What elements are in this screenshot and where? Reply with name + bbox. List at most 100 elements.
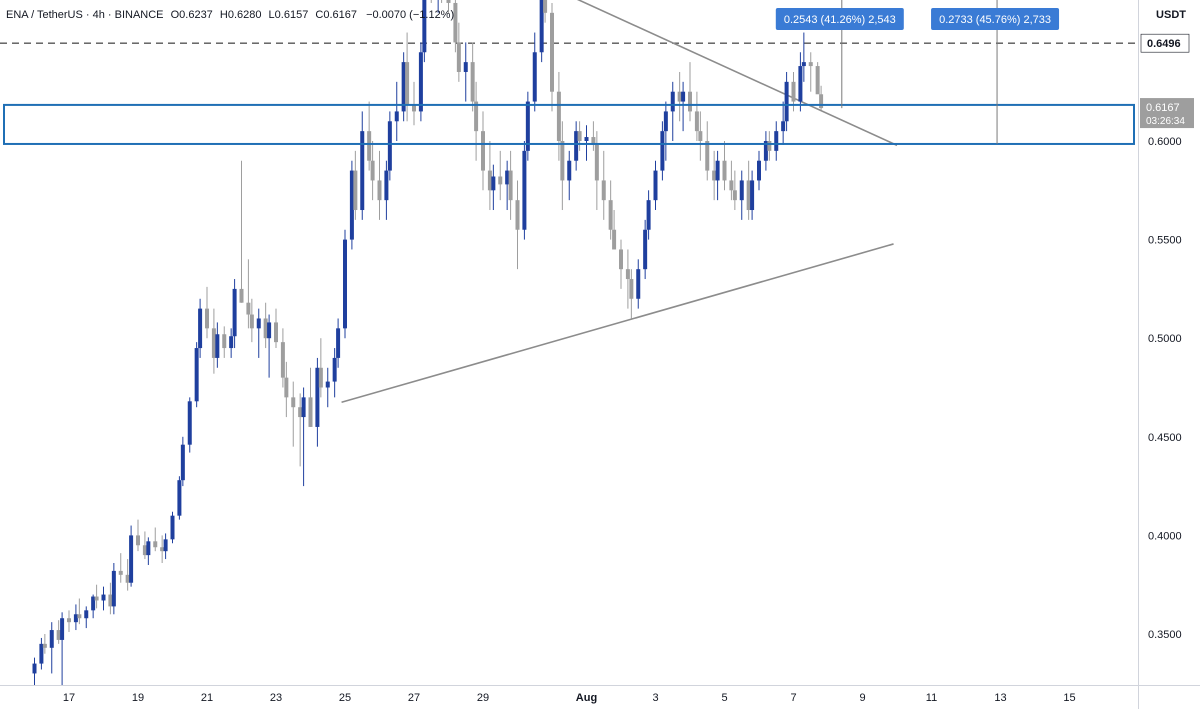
candle-body — [125, 574, 130, 583]
candle — [670, 81, 675, 141]
candle-body — [522, 150, 527, 230]
candle — [612, 210, 617, 250]
candle-body — [84, 610, 89, 619]
candle — [643, 219, 648, 280]
candle-body — [481, 131, 485, 171]
candle — [646, 190, 651, 240]
candle-body — [470, 62, 475, 102]
candle — [318, 338, 323, 398]
candle — [774, 121, 779, 161]
candle — [750, 170, 755, 220]
candle — [505, 160, 510, 211]
candle — [729, 160, 734, 201]
candle — [746, 160, 751, 220]
candle — [291, 381, 296, 447]
symbol-info[interactable]: ENA / TetherUS · 4h · BINANCE — [6, 9, 164, 21]
candle-body — [508, 170, 513, 201]
close-value: 0.6167 — [323, 9, 357, 21]
candle — [732, 170, 737, 211]
candle-body — [705, 141, 710, 171]
candle — [625, 249, 630, 309]
candle — [532, 32, 537, 112]
candle — [437, 0, 439, 13]
candle — [160, 535, 165, 564]
candle — [232, 279, 237, 349]
candle-body — [32, 663, 37, 674]
candle-body — [474, 101, 479, 132]
plot-area — [0, 0, 1138, 685]
current-price-tag: 0.6167 03:26:34 — [1140, 98, 1194, 129]
candle — [349, 160, 354, 250]
time-tick-label: 13 — [994, 692, 1006, 704]
candle — [163, 533, 168, 560]
candle — [522, 141, 527, 240]
candle-body — [308, 397, 313, 427]
trendline[interactable] — [452, 0, 898, 147]
time-tick-label: 17 — [63, 692, 75, 704]
candle — [91, 594, 96, 619]
candle — [608, 180, 613, 240]
candle — [267, 314, 272, 378]
candle-body — [591, 137, 596, 145]
candle — [681, 81, 686, 132]
candle-body — [456, 42, 461, 72]
candle — [481, 111, 485, 191]
candle-body — [567, 160, 572, 181]
candle-body — [525, 101, 530, 151]
candle — [353, 150, 358, 220]
candle — [550, 2, 554, 112]
candle — [757, 150, 761, 191]
measure-label[interactable]: 0.2733 (45.76%) 2,733 — [931, 8, 1060, 30]
candle-body — [405, 62, 410, 106]
candle — [556, 71, 561, 161]
candle — [177, 476, 182, 520]
candle — [663, 101, 668, 161]
candle-body — [211, 328, 216, 358]
candle-body — [612, 229, 617, 250]
trendline[interactable] — [341, 243, 894, 404]
candle-body — [784, 81, 789, 122]
candle-body — [463, 62, 468, 72]
candle-body — [118, 570, 123, 575]
candle — [308, 367, 313, 427]
candle — [108, 582, 113, 615]
candle-body — [60, 618, 65, 640]
low-label: L — [268, 9, 275, 21]
candle — [153, 527, 158, 552]
candle — [211, 308, 216, 374]
candle — [446, 0, 451, 13]
candle — [819, 85, 824, 111]
candle — [256, 308, 261, 358]
candle-body — [194, 348, 199, 402]
candle-body — [757, 160, 761, 181]
candle-body — [394, 111, 399, 122]
time-tick-label: 29 — [477, 692, 489, 704]
candle-body — [815, 66, 820, 95]
candle-body — [781, 121, 786, 132]
candle-body — [487, 170, 492, 191]
candle — [694, 91, 699, 141]
measure-label-bg — [931, 8, 1060, 30]
candle-body — [129, 535, 134, 583]
candle-body — [453, 2, 458, 43]
measure-label-text: 0.2543 (41.26%) 2,543 — [784, 14, 896, 26]
candle — [60, 612, 65, 685]
candle-body — [550, 12, 554, 92]
time-tick-label: 7 — [790, 692, 796, 704]
candle-body — [42, 643, 47, 648]
candle-body — [643, 229, 648, 270]
candle-body — [594, 144, 599, 181]
candle-body — [791, 81, 796, 102]
candle — [698, 111, 703, 161]
candle-body — [274, 322, 278, 343]
candle-body — [574, 131, 579, 161]
candle — [543, 0, 548, 23]
candle — [239, 160, 244, 303]
measure-label[interactable]: 0.2543 (41.26%) 2,543 — [775, 8, 904, 30]
candle-body — [170, 515, 175, 540]
candle — [574, 121, 579, 171]
candle-body — [681, 91, 686, 102]
candle-body — [146, 541, 151, 556]
time-tick-label: 25 — [339, 692, 351, 704]
